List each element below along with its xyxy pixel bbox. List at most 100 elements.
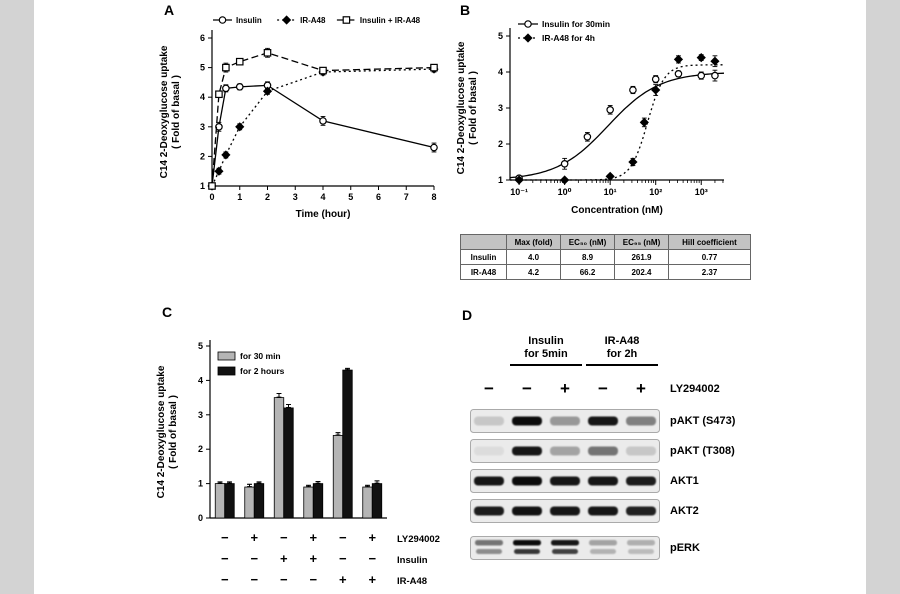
- blot-row-AKT2: AKT2: [470, 499, 782, 523]
- treatment-groups: Insulin for 5min IR-A48 for 2h: [470, 335, 782, 375]
- svg-text:10⁰: 10⁰: [558, 187, 572, 197]
- lane-sign: +: [636, 379, 646, 398]
- axes: 1 2 3 4 5 10⁻¹ 10⁰ 10¹ 10² 10³: [498, 28, 724, 197]
- svg-text:1: 1: [237, 192, 242, 202]
- group-label-line: for 2h: [606, 348, 638, 360]
- table-cell: 66.2: [560, 264, 615, 280]
- svg-text:Concentration (nM): Concentration (nM): [571, 205, 663, 216]
- table-header-row: Max (fold) EC₅₀ (nM) EC₉₅ (nM) Hill coef…: [460, 234, 751, 250]
- svg-text:Time (hour): Time (hour): [296, 209, 351, 220]
- svg-text:LY294002: LY294002: [397, 534, 440, 545]
- dose-response-chart: 1 2 3 4 5 10⁻¹ 10⁰ 10¹ 10² 10³ C14 2-Deoxyglucose …: [456, 19, 725, 216]
- panel-d: D Insulin for 5min IR-A48 for 2h − − + − + L…: [456, 303, 786, 594]
- panel-a-label: A: [164, 2, 175, 18]
- svg-text:10³: 10³: [695, 187, 708, 197]
- svg-text:0: 0: [209, 192, 214, 202]
- svg-text:for 30 min: for 30 min: [240, 351, 281, 361]
- svg-text:1: 1: [498, 175, 503, 185]
- blot-rows: pAKT (S473) pAKT (T308) AKT1 AKT2 pERK: [470, 409, 782, 560]
- svg-text:( Fold of basal ): ( Fold of basal ): [168, 395, 179, 469]
- panel-c: C 0 1 2 3 4 5 for 30 min for 2 hours C14 2-Deoxy…: [152, 300, 454, 594]
- series-1: [510, 53, 724, 185]
- svg-text:1: 1: [198, 479, 203, 489]
- table-cell: 261.9: [614, 249, 669, 265]
- group-label-line: for 5min: [524, 348, 568, 360]
- table-row: IR-A48 4.2 66.2 202.4 2.37: [460, 264, 751, 280]
- svg-text:C14 2-Deoxyglucose uptake: C14 2-Deoxyglucose uptake: [156, 365, 167, 498]
- table-row: Insulin 4.0 8.9 261.9 0.77: [460, 249, 751, 265]
- svg-text:−: −: [250, 551, 258, 566]
- table-cell: 2.37: [668, 264, 751, 280]
- lane-sign: −: [484, 379, 494, 398]
- western-blot-figure: Insulin for 5min IR-A48 for 2h − − + − + LY2…: [470, 335, 782, 566]
- svg-text:+: +: [339, 572, 347, 587]
- svg-text:−: −: [221, 551, 229, 566]
- svg-text:2: 2: [198, 444, 203, 454]
- svg-text:10¹: 10¹: [604, 187, 617, 197]
- series-0: [208, 81, 438, 190]
- svg-text:+: +: [250, 530, 258, 545]
- axes: 0 1 2 3 4 5: [198, 340, 387, 523]
- svg-text:5: 5: [198, 341, 203, 351]
- blot-row-pAKT (T308): pAKT (T308): [470, 439, 782, 463]
- svg-text:for 2 hours: for 2 hours: [240, 366, 285, 376]
- blot-image: [470, 439, 660, 463]
- svg-text:IR-A48 for 4h: IR-A48 for 4h: [542, 33, 595, 43]
- table-cell: 202.4: [614, 264, 669, 280]
- svg-text:−: −: [221, 530, 229, 545]
- blot-label: pAKT (S473): [670, 415, 736, 427]
- series-1: [207, 64, 439, 191]
- svg-text:−: −: [250, 572, 258, 587]
- svg-text:2: 2: [200, 151, 205, 161]
- svg-text:4: 4: [198, 375, 203, 385]
- svg-text:IR-A48: IR-A48: [397, 576, 427, 587]
- blot-label: pERK: [670, 542, 700, 554]
- panel-c-label: C: [162, 304, 173, 320]
- blot-image: [470, 469, 660, 493]
- svg-text:C14 2-Deoxyglucose uptake: C14 2-Deoxyglucose uptake: [456, 41, 467, 174]
- blot-image: [470, 536, 660, 560]
- svg-text:−: −: [368, 551, 376, 566]
- panel-b: B 1 2 3 4 5 10⁻¹ 10⁰ 10¹ 10² 10³ C14 2-Deoxyglucos…: [452, 2, 764, 298]
- bars: [214, 367, 383, 519]
- panel-b-label: B: [460, 2, 471, 18]
- svg-text:Insulin: Insulin: [236, 16, 262, 25]
- svg-text:2: 2: [265, 192, 270, 202]
- group-label-line: IR-A48: [604, 335, 640, 347]
- bar-chart: 0 1 2 3 4 5 for 30 min for 2 hours C14 2-Deoxygl…: [156, 340, 440, 587]
- blot-label: AKT2: [670, 505, 699, 517]
- lane-sign: +: [560, 379, 570, 398]
- table-cell: 4.0: [506, 249, 561, 265]
- table-header-cell: EC₉₅ (nM): [614, 234, 669, 250]
- panel-a: A 1 2 3 4 5 6 0 1 2 3 4 5 6 7 8 C14 2-Deoxyglucose upta…: [156, 2, 448, 234]
- svg-text:−: −: [339, 530, 347, 545]
- dose-response-table: Max (fold) EC₅₀ (nM) EC₉₅ (nM) Hill coef…: [460, 234, 751, 280]
- svg-text:1: 1: [200, 181, 205, 191]
- svg-text:10⁻¹: 10⁻¹: [510, 187, 528, 197]
- svg-text:−: −: [221, 572, 229, 587]
- svg-text:5: 5: [348, 192, 353, 202]
- blot-image: [470, 499, 660, 523]
- blot-row-pAKT (S473): pAKT (S473): [470, 409, 782, 433]
- svg-text:−: −: [309, 572, 317, 587]
- blot-row-AKT1: AKT1: [470, 469, 782, 493]
- svg-text:7: 7: [404, 192, 409, 202]
- svg-text:5: 5: [200, 63, 205, 73]
- svg-text:+: +: [309, 551, 317, 566]
- table-header-cell: EC₅₀ (nM): [560, 234, 615, 250]
- svg-text:−: −: [339, 551, 347, 566]
- svg-text:10²: 10²: [649, 187, 662, 197]
- svg-text:4: 4: [498, 67, 503, 77]
- svg-text:3: 3: [198, 410, 203, 420]
- svg-text:+: +: [309, 530, 317, 545]
- ly294002-label: LY294002: [670, 383, 720, 395]
- treatment-group-insulin: Insulin for 5min: [510, 335, 582, 366]
- treatment-group-ira48: IR-A48 for 2h: [586, 335, 658, 366]
- blot-row-pERK: pERK: [470, 536, 782, 560]
- blot-label: pAKT (T308): [670, 445, 735, 457]
- svg-text:−: −: [280, 572, 288, 587]
- table-cell: 0.77: [668, 249, 751, 265]
- svg-text:5: 5: [498, 31, 503, 41]
